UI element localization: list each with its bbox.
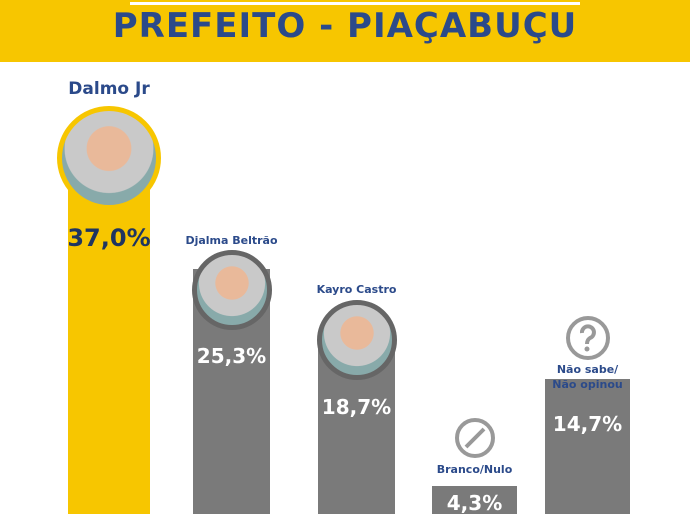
- value-label: 25,3%: [196, 344, 267, 368]
- category-label: Djalma Beltrão: [185, 234, 278, 247]
- value-label: 14,7%: [552, 412, 623, 436]
- null-glyph: [464, 427, 485, 449]
- bar: [545, 378, 630, 514]
- candidate-photo: [191, 250, 272, 330]
- bar: [432, 485, 517, 514]
- header-band: [0, 0, 690, 62]
- candidate-photo: [316, 300, 397, 380]
- category-label: Branco/Nulo: [436, 463, 513, 476]
- value-label: 4,3%: [446, 491, 503, 514]
- category-label: Não sabe/ Não opinou: [552, 363, 623, 391]
- question-icon: [565, 316, 610, 360]
- category-label: Dalmo Jr: [68, 79, 150, 99]
- question-glyph: [579, 324, 596, 352]
- value-label: 37,0%: [67, 224, 151, 252]
- value-label: 18,7%: [321, 395, 392, 419]
- null-icon: [454, 418, 495, 458]
- chart-title: PREFEITO - PIAÇABUÇU: [112, 6, 578, 46]
- category-label: Kayro Castro: [316, 283, 397, 296]
- header-line: [130, 2, 580, 5]
- candidate-photo: [57, 106, 161, 210]
